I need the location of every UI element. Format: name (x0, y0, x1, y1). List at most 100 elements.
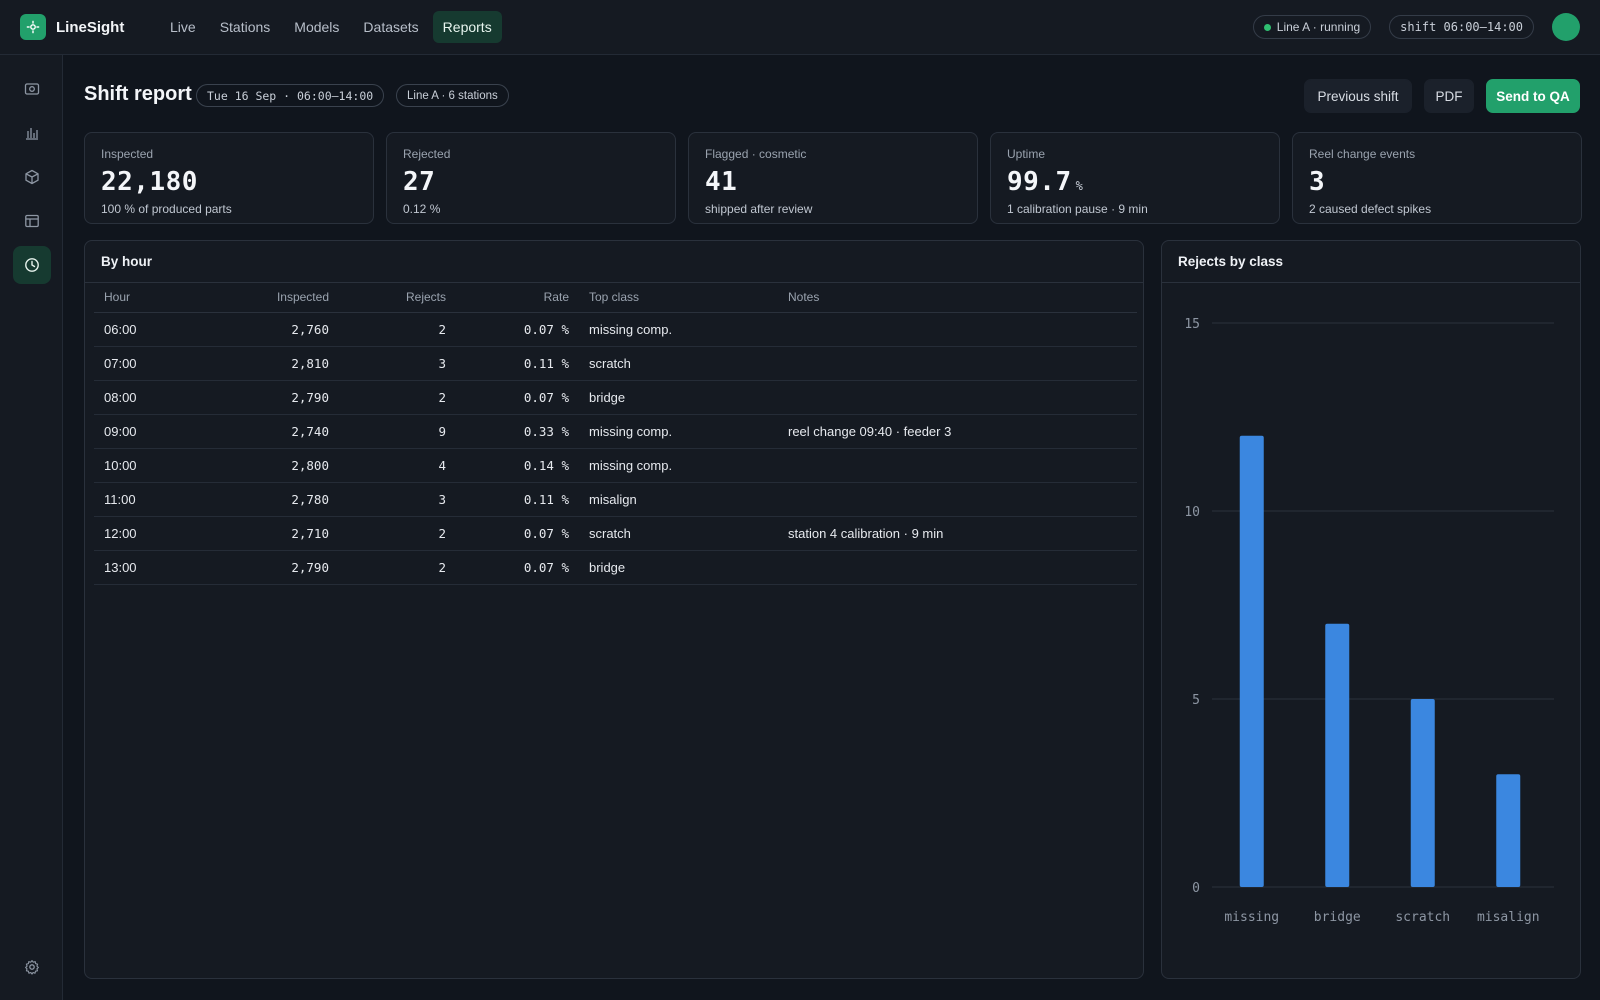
col-inspected[interactable]: Inspected (199, 283, 339, 313)
sidebar-item-datasets[interactable] (13, 202, 51, 240)
cell-top-class: missing comp. (579, 312, 778, 347)
table-row[interactable]: 11:00 2,780 3 0.11 % misalign (94, 482, 1137, 517)
table-row[interactable]: 12:00 2,710 2 0.07 % scratch station 4 c… (94, 516, 1137, 551)
cell-rate: 0.07 % (456, 312, 579, 347)
cell-rejects: 2 (339, 550, 456, 585)
bar-misalign[interactable] (1496, 774, 1521, 887)
table-row[interactable]: 10:00 2,800 4 0.14 % missing comp. (94, 448, 1137, 483)
main-nav: Live Stations Models Datasets Reports (160, 11, 506, 43)
cell-rate: 0.07 % (456, 550, 579, 585)
table-row[interactable]: 07:00 2,810 3 0.11 % scratch (94, 346, 1137, 381)
cell-notes (778, 550, 1137, 585)
nav-reports[interactable]: Reports (432, 11, 502, 43)
cell-notes (778, 346, 1137, 381)
col-rejects[interactable]: Rejects (339, 283, 456, 313)
col-hour[interactable]: Hour (94, 283, 199, 313)
cell-hour: 12:00 (94, 516, 199, 551)
cell-rejects: 3 (339, 346, 456, 381)
table-row[interactable]: 06:00 2,760 2 0.07 % missing comp. (94, 312, 1137, 347)
cell-hour: 13:00 (94, 550, 199, 585)
nav-models[interactable]: Models (294, 19, 340, 35)
cell-rejects: 4 (339, 448, 456, 483)
sidebar-item-analytics[interactable] (13, 114, 51, 152)
kpi-unit: % (1075, 179, 1084, 193)
cell-top-class: bridge (579, 550, 778, 585)
cell-notes (778, 482, 1137, 517)
bar-bridge[interactable] (1325, 623, 1350, 887)
cell-top-class: scratch (579, 346, 778, 381)
table-row[interactable]: 13:00 2,790 2 0.07 % bridge (94, 550, 1137, 585)
cell-rate: 0.14 % (456, 448, 579, 483)
table-icon (25, 214, 39, 228)
cell-notes: station 4 calibration · 9 min (778, 516, 1137, 551)
cell-hour: 11:00 (94, 482, 199, 517)
nav-live[interactable]: Live (170, 19, 196, 35)
shift-badge: shift 06:00–14:00 (1389, 15, 1534, 39)
kpi-label: Flagged · cosmetic (705, 147, 807, 161)
kpi-sub: 2 caused defect spikes (1309, 202, 1432, 216)
cell-rejects: 9 (339, 414, 456, 449)
cell-rate: 0.33 % (456, 414, 579, 449)
y-tick-label: 15 (1184, 317, 1200, 332)
cell-top-class: misalign (579, 482, 778, 517)
cell-inspected: 2,790 (199, 550, 339, 585)
cell-rate: 0.11 % (456, 482, 579, 517)
sidebar-item-settings[interactable] (13, 948, 51, 986)
y-tick-label: 0 (1192, 881, 1200, 896)
kpi-card-inspected: Inspected 22,180 100 % of produced parts (84, 132, 374, 224)
x-tick-label: missing (1224, 910, 1279, 925)
top-bar: LineSight Live Stations Models Datasets … (0, 0, 1600, 55)
chart-title: Rejects by class (1162, 241, 1580, 283)
table-row[interactable]: 08:00 2,790 2 0.07 % bridge (94, 380, 1137, 415)
sidebar-item-models[interactable] (13, 158, 51, 196)
app-name: LineSight (56, 18, 125, 36)
pdf-button[interactable]: PDF (1424, 79, 1474, 113)
kpi-label: Uptime (1007, 147, 1046, 161)
kpi-card-uptime: Uptime 99.7% 1 calibration pause · 9 min (990, 132, 1280, 224)
cell-top-class: bridge (579, 380, 778, 415)
cell-inspected: 2,810 (199, 346, 339, 381)
kpi-sub: shipped after review (705, 202, 813, 216)
cell-hour: 09:00 (94, 414, 199, 449)
kpi-sub: 1 calibration pause · 9 min (1007, 202, 1148, 216)
cell-rate: 0.07 % (456, 380, 579, 415)
kpi-value: 3 (1309, 167, 1565, 197)
cell-rejects: 2 (339, 516, 456, 551)
line-status-badge: Line A · running (1252, 15, 1372, 39)
y-tick-label: 5 (1192, 693, 1200, 708)
kpi-label: Rejected (403, 147, 451, 161)
kpi-card-rejected: Rejected 27 0.12 % (386, 132, 676, 224)
kpi-sub: 0.12 % (403, 202, 441, 216)
previous-shift-button[interactable]: Previous shift (1304, 79, 1412, 113)
cell-rate: 0.07 % (456, 516, 579, 551)
cell-notes: reel change 09:40 · feeder 3 (778, 414, 1137, 449)
bar-missing[interactable] (1239, 435, 1264, 887)
kpi-value: 27 (403, 167, 659, 197)
bar-scratch[interactable] (1410, 699, 1435, 887)
cell-top-class: missing comp. (579, 448, 778, 483)
linesight-logo-icon (20, 14, 46, 40)
kpi-label: Reel change events (1309, 147, 1416, 161)
x-tick-label: scratch (1395, 910, 1450, 925)
nav-stations[interactable]: Stations (219, 19, 271, 35)
kpi-number: 99.7 (1007, 167, 1072, 197)
kpi-card-reel-change: Reel change events 3 2 caused defect spi… (1292, 132, 1582, 224)
brand[interactable]: LineSight (20, 14, 160, 40)
status-dot-icon (1263, 23, 1271, 31)
cell-inspected: 2,800 (199, 448, 339, 483)
line-stations-badge: Line A · 6 stations (396, 84, 509, 107)
col-rate[interactable]: Rate (456, 283, 579, 313)
table-row[interactable]: 09:00 2,740 9 0.33 % missing comp. reel … (94, 414, 1137, 449)
col-top-class[interactable]: Top class (579, 283, 778, 313)
send-to-qa-button[interactable]: Send to QA (1486, 79, 1580, 113)
col-notes[interactable]: Notes (778, 283, 1137, 313)
by-hour-panel: By hour Hour Inspected Rejects Rate Top … (84, 240, 1144, 979)
cell-inspected: 2,740 (199, 414, 339, 449)
cell-inspected: 2,790 (199, 380, 339, 415)
sidebar-item-reports[interactable] (13, 246, 51, 284)
avatar[interactable] (1552, 13, 1580, 41)
kpi-label: Inspected (101, 147, 154, 161)
nav-datasets[interactable]: Datasets (363, 19, 419, 35)
sidebar-item-camera[interactable] (13, 70, 51, 108)
x-tick-label: misalign (1477, 910, 1540, 925)
